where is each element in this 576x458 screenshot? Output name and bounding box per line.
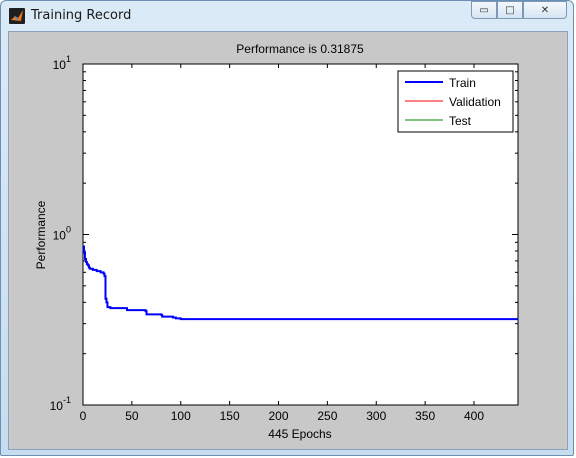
- x-tick-label: 400: [464, 409, 484, 423]
- chart-title: Performance is 0.31875: [236, 42, 364, 56]
- series-line-train: [82, 245, 518, 321]
- matlab-icon: [9, 8, 25, 24]
- legend-label-test: Test: [449, 114, 472, 128]
- x-tick-label: 0: [80, 409, 87, 423]
- y-tick-base: 10: [53, 58, 67, 72]
- legend-label-train: Train: [449, 76, 476, 90]
- y-tick-exponent: 1: [66, 54, 71, 64]
- y-tick-base: 10: [50, 399, 64, 413]
- maximize-button[interactable]: □: [497, 1, 523, 19]
- figure-area: Performance is 0.31875 445 Epochs Perfor…: [8, 31, 568, 450]
- window-title: Training Record: [31, 8, 132, 23]
- x-tick-label: 200: [268, 409, 288, 423]
- legend: Train Validation Test: [397, 70, 514, 133]
- x-tick-label: 50: [125, 409, 139, 423]
- y-tick-label: 101: [53, 54, 71, 72]
- legend-label-validation: Validation: [449, 95, 501, 109]
- x-tick-label: 150: [220, 409, 240, 423]
- series-lines: [82, 245, 518, 321]
- y-tick-label: 100: [53, 225, 71, 243]
- x-tick-label: 300: [366, 409, 386, 423]
- y-tick-exponent: -1: [63, 395, 71, 405]
- x-tick-label: 350: [415, 409, 435, 423]
- y-tick-base: 10: [53, 229, 67, 243]
- close-button[interactable]: ✕: [523, 1, 567, 19]
- y-tick-label: 10-1: [50, 395, 71, 413]
- x-axis-label: 445 Epochs: [268, 427, 331, 441]
- x-tick-label: 250: [317, 409, 337, 423]
- y-axis-label: Performance: [34, 200, 48, 269]
- x-tick-label: 100: [171, 409, 191, 423]
- minimize-button[interactable]: ▭: [471, 1, 497, 19]
- window-controls: ▭ □ ✕: [471, 1, 567, 20]
- y-tick-exponent: 0: [66, 225, 71, 235]
- title-bar[interactable]: Training Record ▭ □ ✕: [1, 1, 573, 31]
- performance-chart: Performance is 0.31875 445 Epochs Perfor…: [34, 42, 519, 441]
